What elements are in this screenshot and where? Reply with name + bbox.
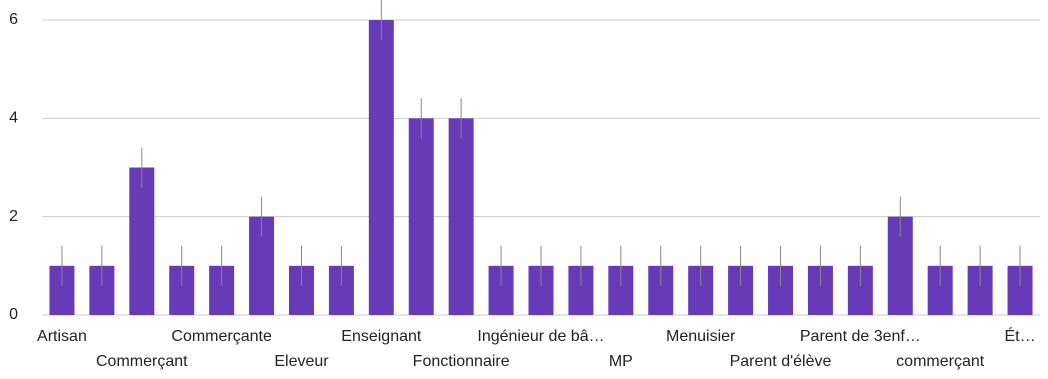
x-tick-label: commerçant	[896, 353, 985, 370]
y-tick-label: 6	[9, 11, 18, 28]
x-tick-label: Parent d'élève	[730, 353, 832, 370]
x-tick-label: Menuisier	[666, 328, 736, 345]
x-tick-label: MP	[609, 353, 633, 370]
y-tick-label: 4	[9, 110, 18, 127]
y-tick-label: 0	[9, 306, 18, 323]
y-tick-label: 2	[9, 208, 18, 225]
x-tick-label: Parent de 3enf…	[800, 328, 921, 345]
x-tick-label: Fonctionnaire	[413, 353, 510, 370]
bar	[129, 167, 155, 315]
x-tick-label: Enseignant	[341, 328, 422, 345]
bar	[448, 118, 474, 315]
x-tick-label: Artisan	[37, 328, 87, 345]
x-tick-label: Commerçant	[96, 353, 188, 370]
x-tick-label: Commerçante	[171, 328, 272, 345]
x-tick-label: Eleveur	[274, 353, 329, 370]
x-tick-label: Ingénieur de bâ…	[477, 328, 604, 345]
bar	[368, 20, 394, 315]
x-tick-label: Ét…	[1004, 326, 1035, 345]
bar	[408, 118, 434, 315]
